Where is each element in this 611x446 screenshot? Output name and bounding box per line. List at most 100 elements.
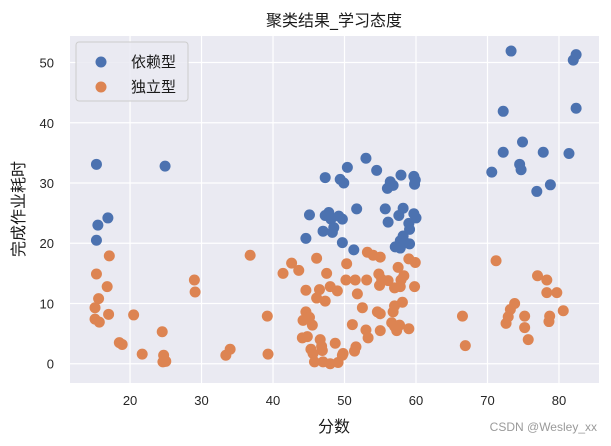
data-point xyxy=(551,287,563,299)
data-point xyxy=(563,147,575,159)
data-point xyxy=(497,105,509,117)
data-point xyxy=(307,347,319,359)
data-point xyxy=(567,54,579,66)
data-points xyxy=(89,45,582,370)
legend-label-independent: 独立型 xyxy=(131,78,176,96)
data-point xyxy=(403,323,415,335)
data-point xyxy=(306,319,318,331)
data-point xyxy=(459,340,471,352)
data-point xyxy=(381,182,393,194)
data-point xyxy=(160,355,172,367)
data-point xyxy=(136,348,148,360)
data-point xyxy=(404,238,416,250)
data-point xyxy=(90,158,102,170)
data-point xyxy=(456,310,468,322)
data-point xyxy=(90,234,102,246)
legend: 依赖型 独立型 xyxy=(75,41,189,102)
data-point xyxy=(332,357,344,369)
data-point xyxy=(519,310,531,322)
data-point xyxy=(297,314,309,326)
x-tick-label: 60 xyxy=(409,393,423,408)
legend-label-dependent: 依赖型 xyxy=(131,53,176,71)
data-point xyxy=(301,331,313,343)
data-point xyxy=(93,293,105,305)
data-point xyxy=(316,344,328,356)
series-independent xyxy=(89,246,569,370)
x-axis-label: 分数 xyxy=(318,417,350,436)
legend-marker-independent xyxy=(95,81,107,93)
data-point xyxy=(387,306,399,318)
data-point xyxy=(262,348,274,360)
data-point xyxy=(497,146,509,158)
data-point xyxy=(188,274,200,286)
data-point xyxy=(311,252,323,264)
data-point xyxy=(409,257,421,269)
data-point xyxy=(93,316,105,328)
data-point xyxy=(409,281,421,293)
data-point xyxy=(101,281,113,293)
data-point xyxy=(336,213,348,225)
data-point xyxy=(394,242,406,254)
data-point xyxy=(374,325,386,337)
data-point xyxy=(409,178,421,190)
data-point xyxy=(500,317,512,329)
y-tick-label: 40 xyxy=(40,116,54,131)
data-point xyxy=(102,212,114,224)
data-point xyxy=(395,169,407,181)
data-point xyxy=(293,264,305,276)
data-point xyxy=(517,136,529,148)
data-point xyxy=(92,219,104,231)
y-tick-label: 0 xyxy=(47,357,54,372)
data-point xyxy=(382,216,394,228)
data-point xyxy=(505,45,517,57)
x-axis-ticks: 20 30 40 50 60 70 80 xyxy=(123,393,566,408)
data-point xyxy=(319,295,331,307)
data-point xyxy=(374,251,386,263)
data-point xyxy=(341,161,353,173)
data-point xyxy=(570,102,582,114)
data-point xyxy=(490,255,502,267)
data-point xyxy=(317,225,329,237)
data-point xyxy=(103,308,115,320)
data-point xyxy=(382,275,394,287)
x-tick-label: 20 xyxy=(123,393,137,408)
data-point xyxy=(340,274,352,286)
data-point xyxy=(361,274,373,286)
data-point xyxy=(519,322,531,334)
data-point xyxy=(311,292,323,304)
y-tick-label: 10 xyxy=(40,296,54,311)
data-point xyxy=(286,257,298,269)
data-point xyxy=(261,310,273,322)
x-tick-label: 40 xyxy=(266,393,280,408)
x-tick-label: 70 xyxy=(480,393,494,408)
data-point xyxy=(90,268,102,280)
data-point xyxy=(326,226,338,238)
data-point xyxy=(374,279,386,291)
data-point xyxy=(393,210,405,222)
data-point xyxy=(277,267,289,279)
data-point xyxy=(351,288,363,300)
data-point xyxy=(348,244,360,256)
data-point xyxy=(89,302,101,314)
y-tick-label: 50 xyxy=(40,56,54,71)
data-point xyxy=(156,326,168,338)
data-point xyxy=(319,172,331,184)
data-point xyxy=(371,164,383,176)
data-point xyxy=(537,146,549,158)
x-tick-label: 50 xyxy=(337,393,351,408)
data-point xyxy=(224,343,236,355)
data-point xyxy=(544,179,556,191)
data-point xyxy=(531,185,543,197)
data-point xyxy=(391,325,403,337)
data-point xyxy=(374,308,386,320)
y-axis-ticks: 0 10 20 30 40 50 xyxy=(40,56,54,372)
data-point xyxy=(189,286,201,298)
data-point xyxy=(331,285,343,297)
data-point xyxy=(159,160,171,172)
watermark: CSDN @Wesley_xx xyxy=(490,420,597,434)
data-point xyxy=(557,305,569,317)
chart-title: 聚类结果_学习态度 xyxy=(266,11,402,31)
data-point xyxy=(349,274,361,286)
data-point xyxy=(308,356,320,368)
